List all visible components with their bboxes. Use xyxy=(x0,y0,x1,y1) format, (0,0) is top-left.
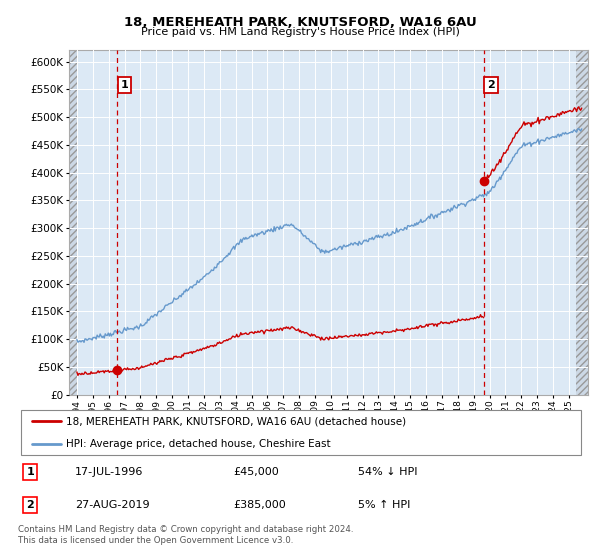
FancyBboxPatch shape xyxy=(21,410,581,455)
Text: 1: 1 xyxy=(26,467,34,477)
Text: £45,000: £45,000 xyxy=(233,467,279,477)
Text: 2: 2 xyxy=(487,80,495,90)
Bar xyxy=(575,50,588,395)
Text: 18, MEREHEATH PARK, KNUTSFORD, WA16 6AU: 18, MEREHEATH PARK, KNUTSFORD, WA16 6AU xyxy=(124,16,476,29)
Bar xyxy=(69,50,77,395)
Text: 27-AUG-2019: 27-AUG-2019 xyxy=(75,500,149,510)
Text: 17-JUL-1996: 17-JUL-1996 xyxy=(75,467,143,477)
Text: HPI: Average price, detached house, Cheshire East: HPI: Average price, detached house, Ches… xyxy=(66,439,331,449)
Text: 54% ↓ HPI: 54% ↓ HPI xyxy=(358,467,418,477)
Text: 5% ↑ HPI: 5% ↑ HPI xyxy=(358,500,410,510)
Text: 18, MEREHEATH PARK, KNUTSFORD, WA16 6AU (detached house): 18, MEREHEATH PARK, KNUTSFORD, WA16 6AU … xyxy=(66,416,406,426)
Text: 1: 1 xyxy=(121,80,128,90)
Text: 2: 2 xyxy=(26,500,34,510)
Text: Price paid vs. HM Land Registry's House Price Index (HPI): Price paid vs. HM Land Registry's House … xyxy=(140,27,460,37)
Text: £385,000: £385,000 xyxy=(233,500,286,510)
Text: Contains HM Land Registry data © Crown copyright and database right 2024.
This d: Contains HM Land Registry data © Crown c… xyxy=(18,525,353,545)
